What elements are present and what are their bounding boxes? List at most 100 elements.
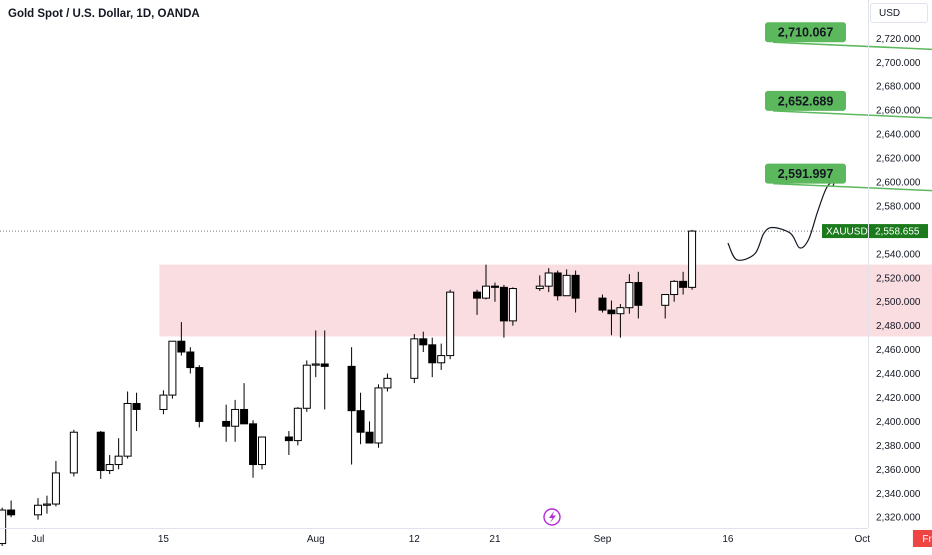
candle[interactable]	[625, 274, 634, 314]
candle[interactable]	[598, 294, 607, 313]
candle-body	[258, 436, 266, 466]
candle[interactable]	[499, 284, 508, 338]
candle[interactable]	[670, 280, 679, 302]
candle[interactable]	[258, 436, 266, 470]
candle[interactable]	[490, 282, 499, 302]
candle[interactable]	[347, 347, 356, 465]
candle-body	[625, 282, 634, 309]
target-connector	[772, 182, 932, 192]
candle[interactable]	[679, 271, 688, 295]
candle[interactable]	[562, 269, 571, 297]
candle[interactable]	[132, 392, 141, 432]
candle[interactable]	[320, 330, 329, 410]
target-callout[interactable]: 2,710.067	[765, 22, 932, 51]
candle[interactable]	[365, 421, 374, 444]
candle[interactable]	[222, 404, 231, 442]
candle[interactable]	[688, 229, 697, 290]
candle-body	[365, 431, 374, 444]
last-price-label: 2,558.655	[875, 227, 920, 238]
candle[interactable]	[249, 420, 258, 478]
x-tick-label: 12	[409, 534, 421, 545]
candle-body	[249, 423, 258, 466]
chart-title: Gold Spot / U.S. Dollar, 1D, OANDA	[8, 8, 200, 20]
candle[interactable]	[105, 454, 114, 475]
candle[interactable]	[231, 399, 240, 442]
candle-body	[419, 338, 428, 346]
candle[interactable]	[410, 334, 419, 384]
candle-body	[634, 282, 643, 306]
x-tick-label: 16	[722, 534, 734, 545]
y-tick-label: 2,400.000	[876, 417, 921, 428]
candle[interactable]	[168, 340, 177, 399]
candle[interactable]	[473, 289, 482, 315]
y-tick-label: 2,660.000	[876, 106, 921, 117]
candle[interactable]	[446, 289, 455, 360]
candle-body	[186, 351, 195, 369]
candle[interactable]	[114, 438, 123, 470]
candle[interactable]	[553, 270, 562, 301]
candle-body	[410, 338, 419, 379]
candle[interactable]	[356, 392, 365, 445]
candle-body	[482, 285, 490, 299]
symbol-tag	[822, 224, 868, 239]
candle[interactable]	[482, 264, 490, 300]
candle[interactable]	[571, 270, 580, 313]
candle[interactable]	[437, 343, 446, 370]
candle[interactable]	[240, 383, 249, 425]
y-tick-label: 2,580.000	[876, 201, 921, 212]
candle-body	[7, 509, 16, 516]
candle[interactable]	[383, 373, 392, 392]
candle[interactable]	[616, 304, 625, 338]
target-connector	[772, 110, 932, 119]
target-callout[interactable]: 2,591.997	[765, 163, 932, 192]
candle[interactable]	[419, 331, 428, 352]
candle[interactable]	[374, 384, 383, 448]
candle-body	[571, 274, 580, 299]
expiry-date-tag	[912, 530, 932, 547]
lightning-icon[interactable]	[543, 508, 561, 526]
expiry-date-label: Fri 11 Oct '24	[922, 534, 932, 545]
candle[interactable]	[159, 390, 168, 415]
candle[interactable]	[607, 300, 616, 336]
candle[interactable]	[544, 268, 553, 293]
candle[interactable]	[634, 271, 643, 319]
candle-body	[374, 387, 383, 444]
candle-body	[562, 274, 571, 297]
candle[interactable]	[535, 275, 544, 291]
candle[interactable]	[7, 500, 16, 518]
y-tick-label: 2,360.000	[876, 465, 921, 476]
candle[interactable]	[51, 460, 60, 507]
candle[interactable]	[34, 498, 42, 520]
candle[interactable]	[42, 495, 51, 514]
target-callout[interactable]: 2,652.689	[765, 90, 932, 119]
candle-body	[320, 363, 329, 367]
candle[interactable]	[302, 360, 311, 412]
candle[interactable]	[69, 429, 78, 477]
target-box	[765, 163, 846, 184]
last-price-tag	[869, 224, 928, 239]
candle[interactable]	[0, 507, 7, 546]
candle[interactable]	[195, 365, 204, 428]
candle[interactable]	[177, 322, 186, 356]
candle[interactable]	[661, 294, 670, 319]
candle-body	[69, 431, 78, 474]
candle[interactable]	[123, 391, 132, 459]
candle-body	[347, 365, 356, 412]
currency-selector[interactable]: USD	[870, 3, 928, 23]
y-tick-label: 2,520.000	[876, 273, 921, 284]
candle[interactable]	[293, 407, 302, 446]
y-tick-label: 2,440.000	[876, 369, 921, 380]
candle[interactable]	[311, 330, 320, 378]
candle[interactable]	[508, 287, 517, 326]
candle[interactable]	[428, 337, 437, 378]
candle[interactable]	[284, 431, 293, 455]
candle[interactable]	[96, 431, 105, 479]
candle-body	[195, 367, 204, 422]
candle-body	[544, 272, 553, 287]
x-tick-label: Oct	[855, 534, 871, 545]
candle-body	[0, 509, 7, 545]
candle[interactable]	[186, 347, 195, 374]
candle-body	[240, 408, 249, 425]
